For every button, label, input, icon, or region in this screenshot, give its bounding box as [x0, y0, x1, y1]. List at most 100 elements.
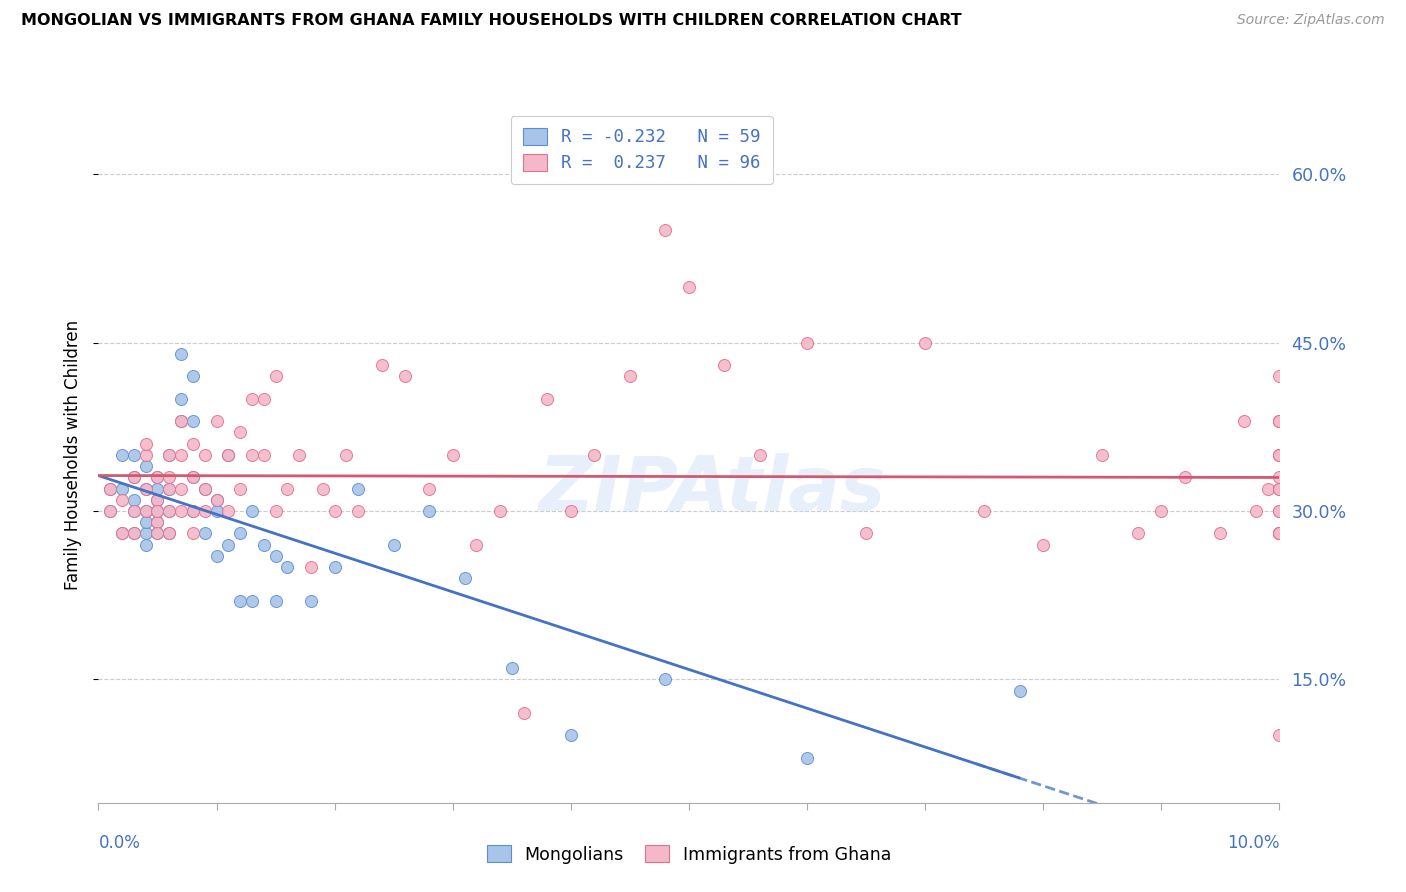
Point: [98, 482, 121, 496]
Point: [157, 448, 180, 462]
Point: [194, 482, 217, 496]
Point: [441, 448, 464, 462]
Point: [111, 448, 134, 462]
Point: [1268, 526, 1291, 541]
Point: [111, 526, 134, 541]
Point: [135, 515, 157, 529]
Point: [1268, 482, 1291, 496]
Point: [1126, 526, 1149, 541]
Point: [146, 504, 169, 518]
Point: [713, 358, 735, 372]
Point: [181, 504, 204, 518]
Point: [146, 470, 169, 484]
Point: [170, 347, 193, 361]
Point: [146, 526, 169, 541]
Point: [501, 661, 523, 675]
Point: [135, 482, 157, 496]
Point: [181, 470, 204, 484]
Point: [654, 673, 676, 687]
Y-axis label: Family Households with Children: Family Households with Children: [65, 320, 83, 590]
Point: [157, 482, 180, 496]
Point: [194, 448, 217, 462]
Point: [181, 504, 204, 518]
Point: [796, 335, 818, 350]
Point: [560, 729, 582, 743]
Point: [748, 448, 770, 462]
Point: [217, 504, 239, 518]
Text: Source: ZipAtlas.com: Source: ZipAtlas.com: [1237, 13, 1385, 28]
Point: [1008, 683, 1031, 698]
Point: [264, 504, 287, 518]
Point: [1268, 482, 1291, 496]
Point: [146, 526, 169, 541]
Point: [288, 448, 311, 462]
Point: [1032, 538, 1054, 552]
Point: [1244, 504, 1267, 518]
Point: [1268, 526, 1291, 541]
Point: [264, 369, 287, 384]
Point: [489, 504, 512, 518]
Point: [1209, 526, 1232, 541]
Point: [122, 526, 145, 541]
Point: [1268, 414, 1291, 428]
Point: [98, 482, 121, 496]
Point: [312, 482, 335, 496]
Point: [855, 526, 877, 541]
Point: [146, 492, 169, 507]
Point: [240, 448, 263, 462]
Point: [135, 448, 157, 462]
Point: [240, 504, 263, 518]
Text: MONGOLIAN VS IMMIGRANTS FROM GHANA FAMILY HOUSEHOLDS WITH CHILDREN CORRELATION C: MONGOLIAN VS IMMIGRANTS FROM GHANA FAMIL…: [21, 13, 962, 29]
Point: [1268, 526, 1291, 541]
Point: [1268, 470, 1291, 484]
Point: [1268, 369, 1291, 384]
Point: [299, 594, 322, 608]
Point: [253, 448, 276, 462]
Point: [583, 448, 606, 462]
Point: [560, 504, 582, 518]
Point: [135, 482, 157, 496]
Point: [122, 504, 145, 518]
Text: ZIPAtlas: ZIPAtlas: [538, 453, 886, 526]
Point: [1091, 448, 1114, 462]
Point: [1268, 448, 1291, 462]
Point: [1150, 504, 1173, 518]
Point: [973, 504, 995, 518]
Point: [122, 492, 145, 507]
Point: [465, 538, 488, 552]
Point: [98, 504, 121, 518]
Point: [157, 470, 180, 484]
Legend: Mongolians, Immigrants from Ghana: Mongolians, Immigrants from Ghana: [477, 835, 901, 874]
Point: [264, 594, 287, 608]
Point: [170, 448, 193, 462]
Point: [122, 470, 145, 484]
Point: [335, 448, 357, 462]
Point: [323, 560, 346, 574]
Point: [157, 526, 180, 541]
Point: [253, 392, 276, 406]
Point: [181, 414, 204, 428]
Point: [1268, 414, 1291, 428]
Point: [170, 414, 193, 428]
Point: [122, 470, 145, 484]
Point: [135, 504, 157, 518]
Point: [678, 279, 700, 293]
Point: [146, 515, 169, 529]
Point: [240, 392, 263, 406]
Point: [146, 504, 169, 518]
Point: [135, 459, 157, 474]
Point: [194, 482, 217, 496]
Point: [205, 492, 228, 507]
Point: [619, 369, 641, 384]
Point: [1268, 729, 1291, 743]
Point: [240, 594, 263, 608]
Point: [229, 526, 252, 541]
Point: [1268, 414, 1291, 428]
Point: [181, 436, 204, 450]
Point: [1268, 504, 1291, 518]
Point: [217, 448, 239, 462]
Point: [181, 369, 204, 384]
Point: [1268, 448, 1291, 462]
Point: [205, 549, 228, 563]
Point: [217, 538, 239, 552]
